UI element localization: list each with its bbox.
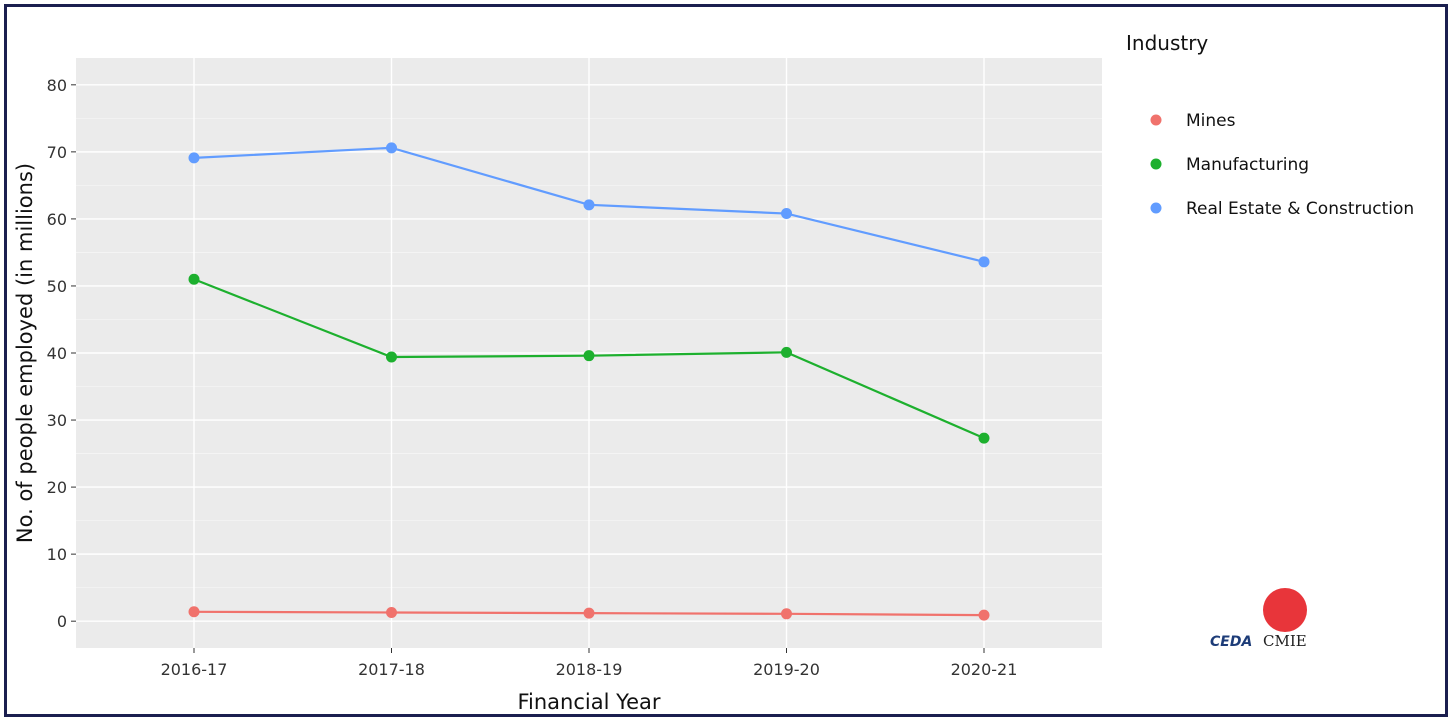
y-tick-label: 60 [47, 210, 67, 229]
y-tick-label: 10 [47, 545, 67, 564]
data-point [781, 346, 792, 358]
x-axis-title: Financial Year [517, 690, 660, 714]
x-tick-label: 2020-21 [951, 660, 1018, 679]
logo-circle [1263, 588, 1307, 632]
y-tick-label: 20 [47, 478, 67, 497]
data-point [386, 142, 397, 154]
logo-cmie-text: CMIE [1263, 632, 1307, 650]
x-axis-ticks: 2016-17 2017-18 2018-19 2019-20 2020-21 [161, 648, 1018, 679]
data-point [781, 208, 792, 220]
legend-label: Manufacturing [1186, 155, 1309, 175]
legend-title: Industry [1126, 31, 1208, 55]
data-point [386, 351, 397, 363]
data-point [978, 609, 990, 621]
y-tick-label: 0 [57, 612, 67, 631]
x-tick-label: 2017-18 [358, 660, 425, 679]
data-point [583, 350, 595, 362]
x-tick-label: 2019-20 [753, 660, 820, 679]
logo-ceda-text: CEDA [1210, 634, 1252, 650]
legend-label: Mines [1186, 111, 1236, 131]
y-tick-label: 30 [47, 411, 67, 430]
y-tick-label: 50 [47, 277, 67, 296]
y-axis-ticks: 0 10 20 30 40 50 60 70 80 [47, 76, 76, 631]
data-point [978, 256, 990, 268]
series-real-estate-construction [188, 142, 990, 268]
x-tick-label: 2018-19 [556, 660, 623, 679]
data-point [781, 608, 792, 620]
data-point [188, 152, 200, 164]
series-mines [188, 606, 990, 621]
y-axis-title: No. of people employed (in millions) [13, 163, 37, 543]
y-tick-label: 40 [47, 344, 67, 363]
legend-key [1150, 158, 1162, 170]
x-tick-label: 2016-17 [161, 660, 228, 679]
y-tick-label: 70 [47, 143, 67, 162]
legend-label: Real Estate & Construction [1186, 199, 1414, 219]
series-manufacturing [188, 273, 990, 444]
data-point [978, 432, 990, 444]
data-point [583, 607, 595, 619]
data-point [386, 606, 397, 618]
data-point [583, 199, 595, 211]
legend-key [1150, 202, 1162, 214]
legend: Industry Mines Manufacturing Real Estate &… [1126, 31, 1414, 219]
y-tick-label: 80 [47, 76, 67, 95]
legend-key [1150, 114, 1162, 126]
series-group [188, 142, 990, 621]
cedacmie-logo: CEDA CMIE [1210, 588, 1307, 650]
data-point [188, 606, 200, 618]
data-point [188, 273, 200, 285]
